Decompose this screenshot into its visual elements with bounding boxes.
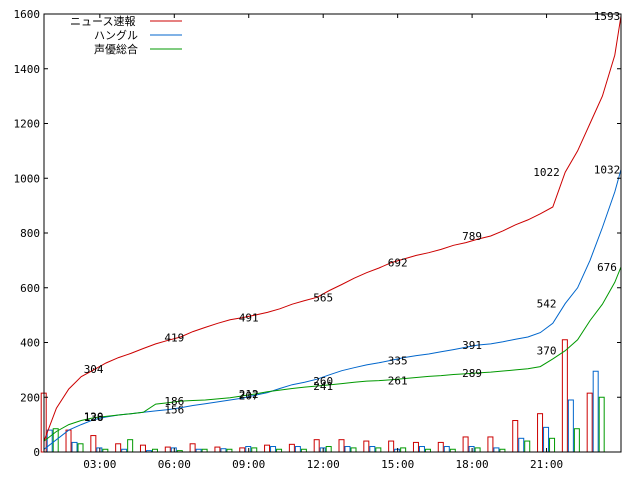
bar-1-1000 — [264, 444, 271, 453]
bar-1-2000 — [512, 420, 519, 453]
bar-2-1700 — [443, 446, 450, 453]
data-label-2-542: 542 — [537, 298, 557, 311]
bar-1-0400 — [115, 443, 122, 453]
labels-layer: 304 419 491 565 692 789 1022 1593 128 156 207 260 33… — [84, 10, 621, 424]
bar-3-0400 — [127, 439, 134, 453]
data-label-1-1593: 1593 — [594, 10, 621, 23]
bar-2-1900 — [493, 447, 500, 453]
y-tick-label-800: 800 — [20, 227, 40, 240]
bar-2-1400 — [369, 446, 376, 453]
bar-1-1600 — [412, 441, 419, 453]
bar-3-2000 — [524, 440, 531, 453]
bar-1-1300 — [338, 439, 345, 453]
bar-1-0700 — [189, 443, 196, 453]
data-label-2-391: 391 — [462, 339, 482, 352]
data-label-2-260: 260 — [313, 375, 333, 388]
data-label-3-289: 289 — [462, 367, 482, 380]
bar-3-0200 — [77, 443, 84, 453]
bar-3-1200 — [325, 446, 332, 453]
data-label-2-156: 156 — [164, 403, 184, 416]
data-label-2-128: 128 — [84, 411, 104, 424]
bar-3-2200 — [573, 428, 580, 453]
bar-2-0100 — [46, 429, 53, 453]
bar-2-2200 — [567, 399, 574, 453]
bar-3-2300 — [598, 396, 605, 453]
x-tick-label-0300: 03:00 — [83, 458, 116, 471]
data-label-2-1032: 1032 — [594, 163, 621, 176]
bar-2-2000 — [518, 437, 525, 453]
bar-3-1400 — [375, 447, 382, 453]
lines-layer — [43, 15, 622, 450]
bar-1-2100 — [537, 413, 544, 453]
bar-2-1600 — [418, 446, 425, 453]
data-label-1-789: 789 — [462, 230, 482, 243]
bar-3-1800 — [474, 447, 481, 453]
bar-1-1800 — [462, 436, 469, 453]
series-line-3 — [43, 266, 622, 442]
legend-label-hangul: ハングル — [94, 28, 138, 42]
x-tick-label-1500: 15:00 — [381, 458, 414, 471]
bar-1-1500 — [388, 440, 395, 453]
bar-1-1700 — [437, 441, 444, 453]
data-label-3-676: 676 — [597, 261, 617, 274]
bar-1-1900 — [487, 436, 494, 453]
data-label-1-304: 304 — [84, 363, 104, 376]
bar-2-1300 — [344, 446, 351, 453]
data-label-3-261: 261 — [388, 375, 408, 388]
bar-1-1200 — [313, 439, 320, 453]
bar-1-2300 — [586, 392, 593, 453]
data-label-3-241: 241 — [313, 380, 333, 393]
bar-1-0800 — [214, 446, 221, 453]
data-label-1-419: 419 — [164, 331, 184, 344]
data-label-3-130: 130 — [84, 410, 104, 423]
bar-2-2300 — [592, 370, 599, 453]
x-tick-label-1200: 12:00 — [307, 458, 340, 471]
bar-1-0600 — [164, 446, 171, 453]
bar-3-0900 — [251, 447, 258, 453]
axes-layer: 0 200 400 600 800 1000 1200 1400 1600 03:00 06:00 0… — [14, 8, 622, 471]
y-tick-label-1200: 1200 — [14, 118, 41, 131]
data-label-1-1022: 1022 — [533, 166, 560, 179]
bar-1-0200 — [65, 429, 72, 453]
x-tick-label-2100: 21:00 — [530, 458, 563, 471]
bar-2-1100 — [294, 446, 301, 453]
y-tick-label-1400: 1400 — [14, 63, 41, 76]
data-label-3-370: 370 — [537, 345, 557, 358]
bar-3-2100 — [549, 437, 556, 453]
y-tick-label-1000: 1000 — [14, 172, 41, 185]
data-label-1-565: 565 — [313, 291, 333, 304]
y-tick-label-0: 0 — [33, 446, 40, 459]
x-tick-label-0900: 09:00 — [232, 458, 265, 471]
bar-1-2200 — [561, 339, 568, 453]
data-label-2-335: 335 — [388, 354, 408, 367]
bars-layer — [40, 339, 605, 453]
series-line-2 — [43, 169, 622, 450]
y-tick-label-400: 400 — [20, 337, 40, 350]
bar-1-0900 — [239, 447, 246, 453]
legend-label-news: ニュース速報 — [70, 15, 135, 28]
bar-2-0200 — [71, 441, 78, 453]
y-tick-label-1600: 1600 — [14, 8, 41, 21]
bar-3-1300 — [350, 447, 357, 453]
x-tick-label-1800: 18:00 — [456, 458, 489, 471]
bar-3-1500 — [400, 447, 407, 453]
data-label-3-186: 186 — [164, 395, 184, 408]
bar-1-0300 — [90, 435, 97, 453]
y-tick-label-600: 600 — [20, 282, 40, 295]
legend-label-seiyu: 声優総合 — [94, 42, 138, 56]
x-tick-label-0600: 06:00 — [158, 458, 191, 471]
data-label-1-491: 491 — [239, 312, 259, 325]
bar-1-1400 — [363, 440, 370, 453]
data-label-1-692: 692 — [388, 257, 408, 270]
bar-2-1000 — [270, 446, 277, 453]
bar-1-1100 — [288, 443, 295, 453]
data-label-2-207: 207 — [239, 389, 259, 402]
series-line-1 — [43, 15, 622, 442]
legend: ニュース速報 ハングル 声優総合 — [70, 15, 182, 56]
bar-1-0500 — [139, 444, 146, 453]
data-label-3-212: 212 — [239, 388, 259, 401]
y-tick-label-200: 200 — [20, 391, 40, 404]
